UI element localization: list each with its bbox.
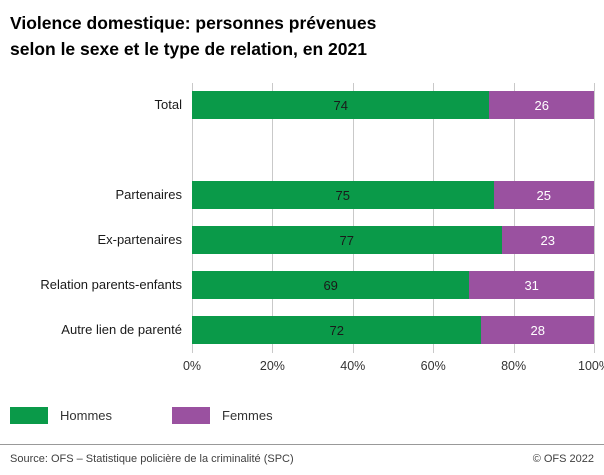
bar-segment-femmes: 28: [481, 316, 594, 344]
x-axis-tick-label: 20%: [259, 358, 285, 373]
gridline: [272, 82, 274, 353]
category-label: Total: [154, 96, 182, 112]
bar-segment-femmes: 31: [469, 271, 594, 299]
legend-item-hommes: Hommes: [10, 406, 113, 424]
category-label: Autre lien de parenté: [61, 321, 182, 337]
legend-label: Hommes: [60, 407, 113, 423]
bar-value-label: 74: [333, 97, 348, 113]
bar-track: 69 31: [192, 271, 594, 299]
x-axis-tick-label: 40%: [340, 358, 366, 373]
bar-track: 74 26: [192, 91, 594, 119]
bar-segment-femmes: 25: [493, 181, 594, 209]
gridline: [513, 82, 515, 353]
chart-title-line2: selon le sexe et le type de relation, en…: [10, 39, 367, 60]
bar-value-label: 77: [339, 232, 354, 248]
bar-row: Total 74 26: [10, 83, 594, 128]
category-label: Partenaires: [115, 186, 182, 202]
gridline: [352, 82, 354, 353]
bar-row: Partenaires 75 25: [10, 173, 594, 218]
plot-area: Total 74 26 Partenaires 75 25 Ex-partenaires 77…: [10, 82, 595, 353]
gridline: [433, 82, 435, 353]
copyright-note: © OFS 2022: [532, 453, 594, 465]
chart-title: Violence domestique: personnes prévenues…: [10, 10, 594, 63]
category-label: Relation parents-enfants: [40, 276, 182, 292]
legend: Hommes Femmes: [10, 406, 594, 424]
bar-segment-femmes: 23: [501, 226, 594, 254]
legend-swatch: [10, 406, 48, 424]
x-axis: 0% 20% 40% 60% 80% 100%: [183, 358, 604, 381]
bar-track: 72 28: [192, 316, 594, 344]
spacer-row: [10, 128, 594, 173]
bar-segment-femmes: 26: [489, 91, 594, 119]
legend-item-femmes: Femmes: [172, 406, 273, 424]
x-axis-tick-label: 60%: [420, 358, 446, 373]
category-label: Ex-partenaires: [97, 231, 182, 247]
gridline: [594, 82, 595, 353]
bar-value-label: 28: [530, 322, 545, 338]
bar-segment-hommes: 77: [192, 226, 502, 254]
gridline: [192, 82, 193, 353]
bar-row: Relation parents-enfants 69 31: [10, 263, 594, 308]
bar-segment-hommes: 75: [192, 181, 494, 209]
bar-track: 77 23: [192, 226, 594, 254]
bar-row: Ex-partenaires 77 23: [10, 218, 594, 263]
bar-segment-hommes: 69: [192, 271, 470, 299]
stacked-bar-chart: Total 74 26 Partenaires 75 25 Ex-partenaires 77…: [10, 82, 604, 381]
bar-value-label: 72: [329, 322, 344, 338]
bar-value-label: 31: [524, 277, 539, 293]
source-note: Source: OFS – Statistique policière de l…: [10, 453, 294, 465]
bar-track: 75 25: [192, 181, 594, 209]
plot-gridlines: [192, 82, 595, 353]
bar-value-label: 75: [335, 187, 350, 203]
footer: Source: OFS – Statistique policière de l…: [0, 444, 604, 475]
bar-segment-hommes: 74: [192, 91, 490, 119]
bar-value-label: 23: [540, 232, 555, 248]
x-axis-tick-label: 100%: [578, 358, 604, 373]
chart-title-line1: Violence domestique: personnes prévenues: [10, 13, 377, 33]
legend-label: Femmes: [222, 407, 273, 423]
bar-row: Autre lien de parenté 72 28: [10, 308, 594, 353]
bar-value-label: 69: [323, 277, 338, 293]
legend-swatch: [172, 406, 211, 424]
bar-value-label: 26: [534, 97, 549, 113]
empty-track: [192, 136, 594, 164]
bar-value-label: 25: [536, 187, 551, 203]
bar-segment-hommes: 72: [192, 316, 482, 344]
x-axis-tick-label: 80%: [501, 358, 527, 373]
x-axis-tick-label: 0%: [182, 358, 202, 373]
